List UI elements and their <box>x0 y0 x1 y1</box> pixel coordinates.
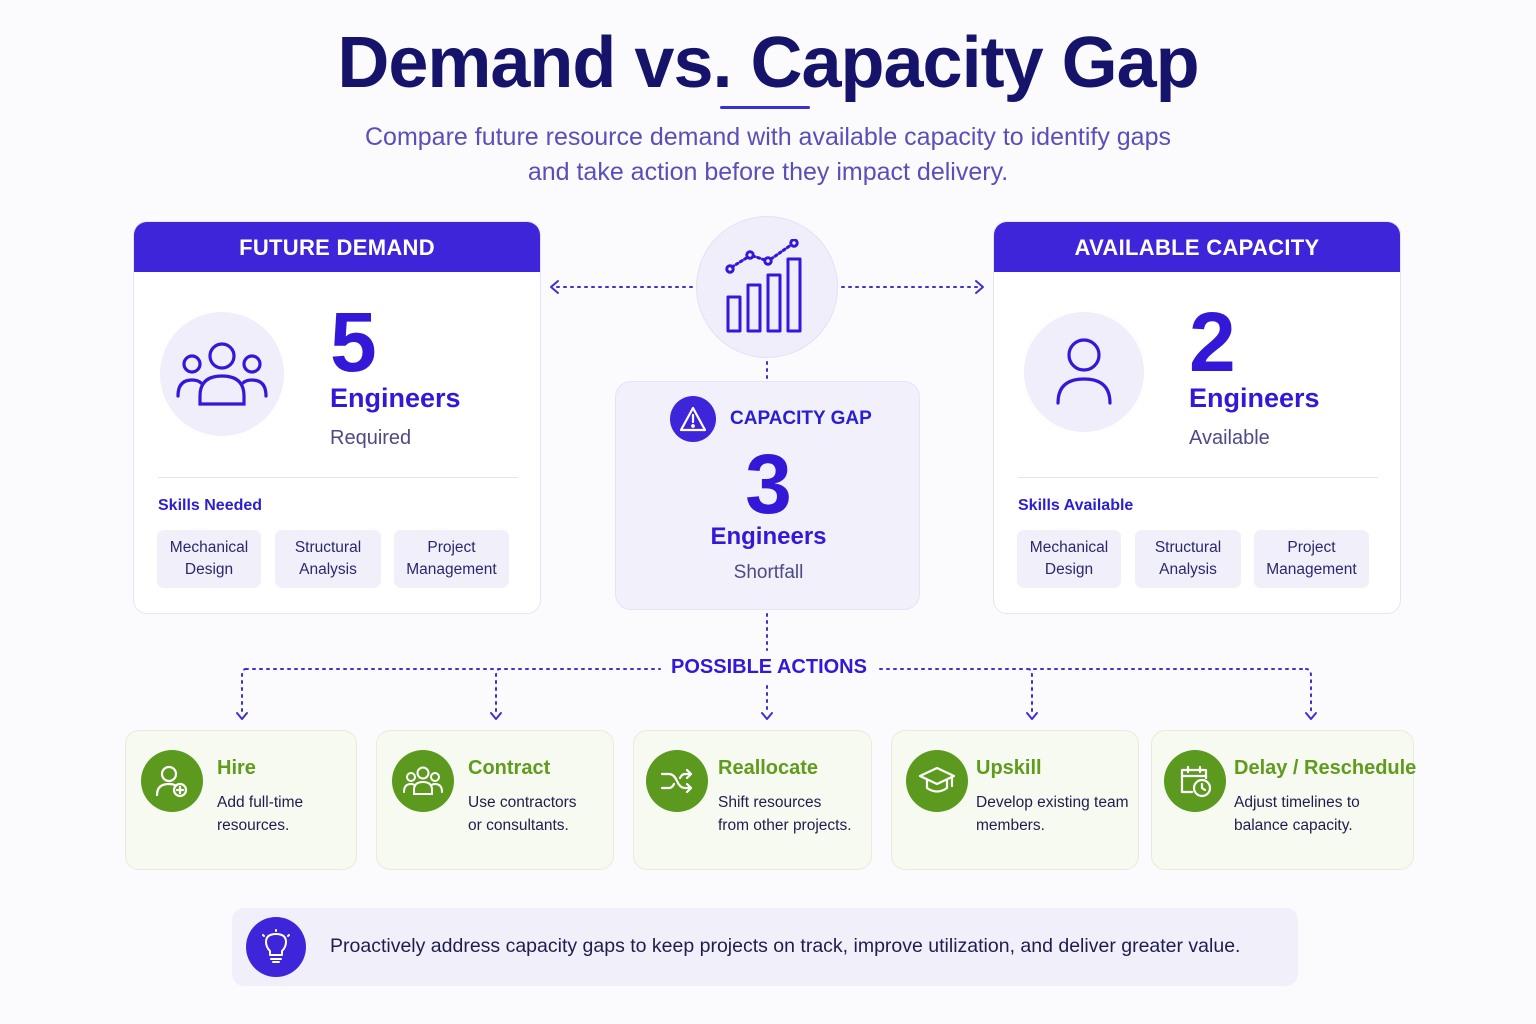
action-description: Add full-time resources. <box>217 791 303 837</box>
possible-actions-title: POSSIBLE ACTIONS <box>664 656 874 679</box>
skill-line: Project <box>1287 539 1336 556</box>
gap-number: 3 <box>745 437 792 531</box>
person-icon <box>1024 312 1144 432</box>
skill-chip: Project Management <box>394 530 509 588</box>
group-icon <box>392 750 454 812</box>
action-title: Contract <box>468 757 551 779</box>
demand-unit: Engineers <box>330 383 461 413</box>
action-desc-line: resources. <box>217 817 290 834</box>
action-desc-line: or consultants. <box>468 817 569 834</box>
action-desc-line: Use contractors <box>468 794 577 811</box>
graduation-cap-icon <box>906 750 968 812</box>
action-desc-line: members. <box>976 817 1045 834</box>
action-desc-line: Shift resources <box>718 794 822 811</box>
action-description: Shift resources from other projects. <box>718 791 852 837</box>
footer-banner: Proactively address capacity gaps to kee… <box>232 908 1298 986</box>
skill-line: Analysis <box>1159 561 1217 578</box>
skill-line: Mechanical <box>169 539 249 556</box>
footer-text: Proactively address capacity gaps to kee… <box>330 935 1241 957</box>
gap-status: Shortfall <box>733 562 804 583</box>
action-title: Reallocate <box>718 757 819 779</box>
action-title: Upskill <box>976 757 1042 779</box>
warning-icon <box>670 396 716 442</box>
action-desc-line: Develop existing team <box>976 794 1129 811</box>
skill-line: Project <box>427 539 476 556</box>
gap-unit: Engineers <box>710 523 827 550</box>
demand-status: Required <box>330 427 412 449</box>
action-description: Adjust timelines to balance capacity. <box>1234 791 1360 837</box>
skill-line: Analysis <box>299 561 357 578</box>
action-card-reallocate: Reallocate Shift resources from other pr… <box>633 730 872 870</box>
skill-line: Design <box>184 561 234 578</box>
available-capacity-heading: AVAILABLE CAPACITY <box>994 222 1400 272</box>
demand-number: 5 <box>330 295 377 389</box>
action-desc-line: Adjust timelines to <box>1234 794 1360 811</box>
skills-needed-title: Skills Needed <box>158 497 263 514</box>
available-capacity-card: AVAILABLE CAPACITY 2 Engineers Available… <box>993 221 1401 614</box>
skill-line: Structural <box>1154 539 1222 556</box>
subtitle-line-2: and take action before they impact deliv… <box>527 158 1009 186</box>
action-description: Develop existing team members. <box>976 791 1129 837</box>
team-icon <box>160 312 284 436</box>
action-description: Use contractors or consultants. <box>468 791 577 837</box>
user-plus-icon <box>141 750 203 812</box>
action-card-contract: Contract Use contractors or consultants. <box>376 730 614 870</box>
action-title: Delay / Reschedule <box>1234 757 1417 779</box>
skills-available-title: Skills Available <box>1018 497 1134 514</box>
future-demand-heading: FUTURE DEMAND <box>134 222 540 272</box>
action-desc-line: Add full-time <box>217 794 304 811</box>
bar-chart-icon <box>696 216 838 358</box>
skill-line: Management <box>406 561 497 578</box>
action-card-delay-reschedule: Delay / Reschedule Adjust timelines to b… <box>1151 730 1417 870</box>
lightbulb-icon <box>246 917 306 977</box>
skill-chip: Mechanical Design <box>1017 530 1121 588</box>
skill-chip: Structural Analysis <box>275 530 381 588</box>
capacity-unit: Engineers <box>1189 383 1320 413</box>
title-underline <box>720 106 810 109</box>
page-subtitle: Compare future resource demand with avai… <box>300 120 1236 190</box>
action-card-hire: Hire Add full-time resources. <box>125 730 357 870</box>
divider <box>158 477 518 478</box>
skill-line: Mechanical <box>1029 539 1109 556</box>
skill-line: Management <box>1266 561 1357 578</box>
skill-chip: Project Management <box>1254 530 1369 588</box>
action-title: Hire <box>217 757 256 779</box>
future-demand-card: FUTURE DEMAND 5 Engineers Required Skill… <box>133 221 541 614</box>
skill-chip: Mechanical Design <box>157 530 261 588</box>
capacity-gap-title: CAPACITY GAP <box>730 408 872 429</box>
page-title: Demand vs. Capacity Gap <box>337 23 1199 103</box>
capacity-status: Available <box>1189 427 1270 449</box>
calendar-clock-icon <box>1164 750 1226 812</box>
action-desc-line: from other projects. <box>718 817 852 834</box>
capacity-gap-card: CAPACITY GAP 3 Engineers Shortfall <box>615 381 920 610</box>
skill-line: Structural <box>294 539 362 556</box>
divider <box>1018 477 1378 478</box>
skill-line: Design <box>1044 561 1094 578</box>
action-desc-line: balance capacity. <box>1234 817 1353 834</box>
skill-chip: Structural Analysis <box>1135 530 1241 588</box>
action-card-upskill: Upskill Develop existing team members. <box>891 730 1139 870</box>
capacity-number: 2 <box>1189 295 1236 389</box>
shuffle-icon <box>646 750 708 812</box>
subtitle-line-1: Compare future resource demand with avai… <box>365 123 1171 151</box>
